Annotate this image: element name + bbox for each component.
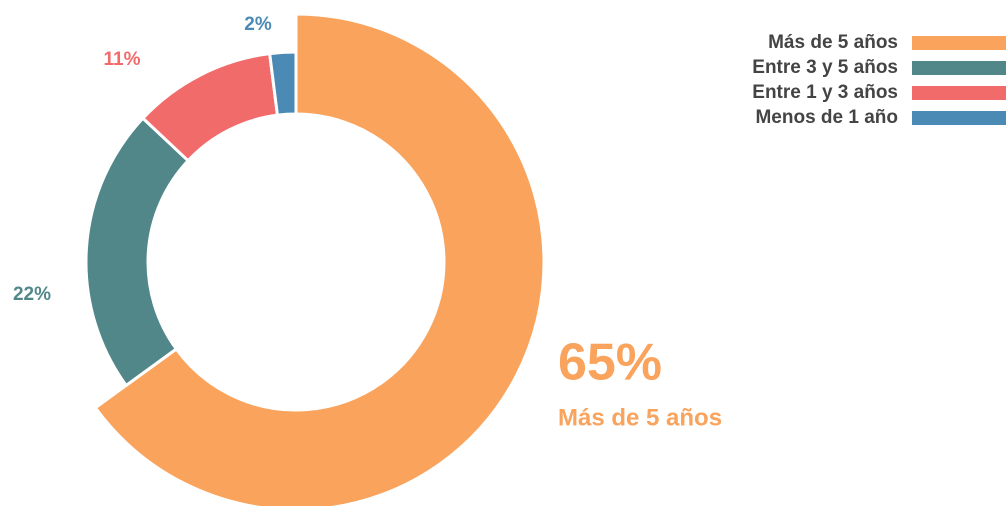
value-label: 22% (13, 284, 51, 305)
value-label: 2% (244, 14, 272, 35)
donut-slice (268, 50, 298, 117)
legend-label: Menos de 1 año (755, 107, 898, 128)
legend-swatch (912, 86, 1006, 100)
value-label: 11% (104, 49, 141, 70)
legend-label: Entre 3 y 5 años (752, 57, 898, 78)
legend-label: Más de 5 años (768, 32, 898, 53)
legend-swatch (912, 61, 1006, 75)
donut-slice (84, 116, 191, 388)
value-label: 65% (558, 334, 662, 392)
highlight-category: Más de 5 años (558, 404, 722, 431)
legend-label: Entre 1 y 3 años (752, 82, 898, 103)
legend-swatch (912, 111, 1006, 125)
legend-swatch (912, 36, 1006, 50)
donut-slice (93, 12, 546, 506)
